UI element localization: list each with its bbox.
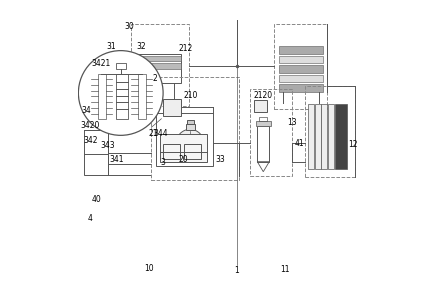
Bar (279, 56, 323, 63)
Text: 20: 20 (179, 155, 189, 164)
Text: 12: 12 (348, 140, 358, 149)
Bar (279, 84, 323, 92)
Bar (184, 144, 202, 160)
Bar (137, 56, 182, 62)
Bar (334, 104, 347, 169)
Bar (160, 134, 207, 162)
Bar (163, 144, 180, 160)
Text: 343: 343 (101, 140, 115, 150)
Text: 342: 342 (83, 136, 97, 145)
Text: 33: 33 (216, 155, 225, 164)
Bar (253, 100, 267, 112)
Text: 21: 21 (149, 129, 159, 138)
Text: 344: 344 (154, 129, 168, 138)
Bar (152, 77, 239, 180)
Text: 212: 212 (178, 44, 192, 53)
Bar (250, 89, 291, 176)
Bar (279, 65, 323, 73)
Bar (257, 126, 269, 162)
Bar (308, 104, 314, 169)
Text: 31: 31 (106, 42, 116, 51)
Bar (279, 75, 323, 82)
Text: 2: 2 (153, 74, 157, 83)
Bar (117, 74, 128, 119)
Circle shape (176, 129, 204, 157)
Text: 3421: 3421 (91, 59, 110, 68)
Bar (328, 104, 334, 169)
Text: 40: 40 (91, 195, 101, 204)
Text: 3: 3 (161, 158, 166, 167)
Bar (315, 104, 321, 169)
Bar (321, 104, 327, 169)
Text: 1: 1 (234, 266, 239, 275)
Bar (279, 46, 323, 54)
Text: 30: 30 (124, 22, 134, 31)
Bar (131, 24, 189, 106)
Bar (98, 74, 106, 119)
Bar (137, 64, 182, 69)
Text: 2120: 2120 (253, 91, 272, 100)
Bar (163, 99, 182, 116)
Bar (138, 74, 146, 119)
Text: 4: 4 (87, 214, 92, 223)
Text: 32: 32 (136, 42, 146, 51)
Circle shape (78, 51, 163, 135)
Bar (155, 113, 213, 166)
Text: 341: 341 (110, 155, 124, 164)
Text: 3420: 3420 (81, 121, 100, 129)
Bar (304, 86, 354, 177)
Text: 210: 210 (184, 91, 198, 100)
Bar (256, 121, 271, 126)
Bar (137, 54, 182, 83)
Text: 41: 41 (295, 139, 304, 148)
Text: 11: 11 (280, 265, 289, 274)
Bar (84, 130, 109, 175)
Bar (259, 117, 267, 121)
Bar (187, 120, 194, 124)
Bar (186, 124, 195, 130)
Text: 34: 34 (81, 106, 91, 115)
Bar (117, 63, 126, 69)
Text: 10: 10 (144, 264, 154, 273)
Bar (275, 24, 327, 109)
Text: 13: 13 (288, 118, 297, 127)
